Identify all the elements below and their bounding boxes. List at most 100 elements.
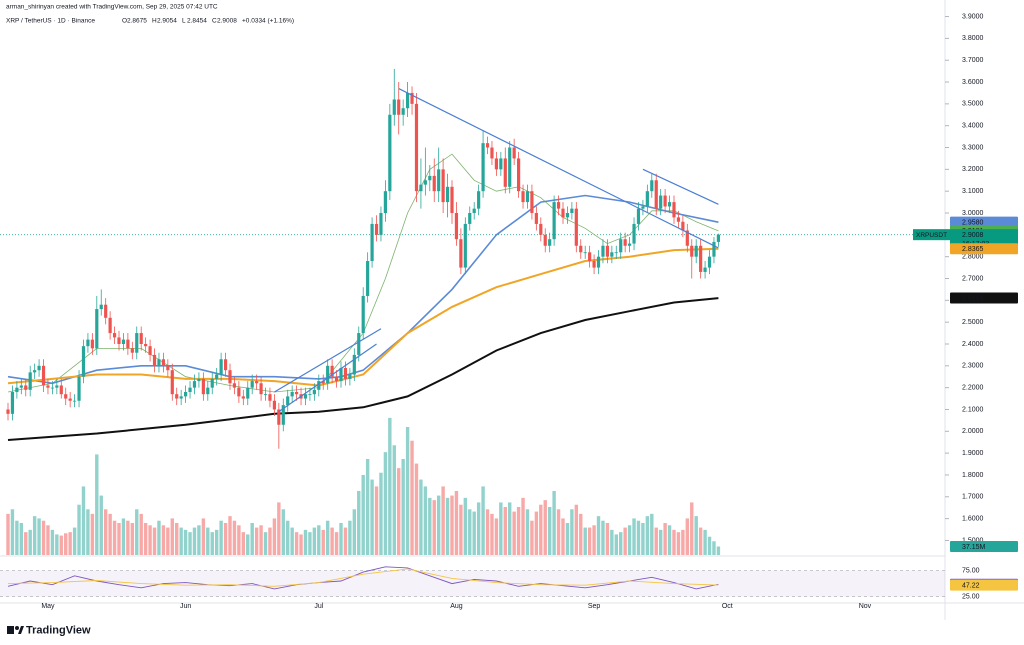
- y-tick-label: 1.9000: [962, 450, 984, 457]
- candle-body: [654, 180, 658, 209]
- volume-bar: [254, 527, 259, 555]
- volume-bar: [370, 479, 374, 555]
- volume-bar: [494, 518, 499, 555]
- volume-bar: [428, 497, 432, 555]
- candle-body: [241, 396, 245, 399]
- candle-body: [441, 169, 445, 203]
- candle-body: [645, 191, 649, 207]
- y-tick-label: 2.3000: [962, 363, 984, 370]
- volume-bar: [579, 513, 583, 555]
- candle-body: [401, 108, 405, 115]
- candle-body: [370, 223, 374, 262]
- candle-body: [15, 387, 19, 393]
- y-tick-label: 3.3000: [962, 144, 984, 151]
- candle-body: [268, 394, 272, 401]
- y-tick-label: 1.6000: [962, 515, 984, 522]
- ohlc-key: H: [152, 18, 157, 25]
- candle-body: [161, 359, 165, 366]
- candle-body: [601, 245, 605, 257]
- candle-body: [46, 385, 50, 388]
- volume-bar: [286, 520, 290, 555]
- brand: TradingView: [26, 624, 91, 636]
- candle-body: [459, 239, 463, 268]
- candle-body: [712, 241, 716, 257]
- ohlc-key: O: [122, 18, 127, 25]
- volume-bar: [223, 523, 228, 555]
- candle-body: [326, 365, 330, 384]
- volume-bar: [530, 520, 534, 555]
- candle-body: [610, 252, 614, 257]
- candle-body: [650, 180, 654, 192]
- candle-body: [90, 339, 94, 349]
- candle-body: [41, 365, 46, 386]
- volume-bar: [55, 534, 59, 555]
- price-tag: [950, 541, 1018, 553]
- ohlc-readout: O 2.8675 H 2.9054 L 2.8454 C 2.9008 +0.0334 (+1.…: [122, 18, 294, 25]
- volume-bar: [37, 518, 41, 555]
- candle-body: [357, 333, 361, 355]
- candle-body: [77, 376, 81, 401]
- volume-bar: [525, 509, 530, 555]
- volume-bar: [485, 509, 490, 555]
- volume-bar: [241, 532, 246, 555]
- author-line: arman_shirinyan created with TradingView…: [6, 4, 218, 11]
- volume-bar: [397, 468, 401, 555]
- volume-bar: [64, 533, 68, 555]
- volume-bar: [596, 516, 601, 555]
- volume-bar: [192, 527, 197, 555]
- volume-bar: [712, 541, 716, 555]
- volume-bar: [41, 520, 46, 555]
- candle-body: [206, 387, 210, 395]
- volume-bar: [490, 513, 494, 555]
- volume-bar: [419, 479, 423, 555]
- candle-body: [574, 208, 578, 246]
- volume-bar: [361, 475, 365, 555]
- candle-body: [641, 206, 645, 209]
- volume-bar: [277, 502, 281, 555]
- candle-body: [623, 239, 627, 246]
- candle-body: [286, 396, 290, 406]
- candle-body: [330, 365, 334, 377]
- price-tag-label: 2.8365: [962, 246, 984, 253]
- volume-bar: [574, 504, 579, 555]
- volume-bar: [214, 529, 219, 555]
- candle-body: [406, 92, 410, 109]
- candle-body: [463, 223, 467, 268]
- volume-bar: [379, 472, 383, 555]
- volume-bar: [166, 527, 170, 555]
- y-tick-label: 3.2000: [962, 166, 984, 173]
- candle-body: [419, 184, 423, 192]
- volume-bar: [374, 486, 379, 555]
- volume-bar: [685, 518, 690, 555]
- candle-body: [112, 333, 117, 338]
- volume-bar: [348, 520, 352, 555]
- volume-bar: [201, 518, 206, 555]
- y-tick-label: 2.2000: [962, 384, 984, 391]
- candle-body: [135, 333, 139, 353]
- volume-bar: [658, 529, 663, 555]
- volume-bar: [432, 500, 436, 555]
- candle-body: [494, 158, 498, 170]
- volume-bar: [401, 459, 405, 555]
- volume-bar: [454, 491, 459, 555]
- volume-bar: [503, 507, 507, 555]
- volume-bar: [605, 523, 610, 555]
- candle-body: [503, 158, 507, 187]
- volume-bar: [681, 529, 685, 555]
- candle-body: [139, 333, 143, 344]
- candle-body: [499, 158, 503, 170]
- moving-average: [7, 194, 719, 385]
- x-tick-label: Sep: [588, 603, 601, 610]
- volume-bar: [112, 520, 117, 555]
- price-tag-label: 37.15M: [962, 544, 986, 551]
- candle-body: [263, 394, 268, 395]
- candle-body: [152, 354, 157, 366]
- x-tick-label: Oct: [722, 603, 733, 610]
- volume-bar: [95, 454, 99, 555]
- ohlc-value: 2.8675: [127, 18, 147, 25]
- candle-body: [295, 392, 299, 395]
- candle-body: [321, 381, 325, 384]
- candle-body: [517, 158, 521, 192]
- candle-body: [508, 147, 512, 187]
- candle-body: [592, 261, 596, 268]
